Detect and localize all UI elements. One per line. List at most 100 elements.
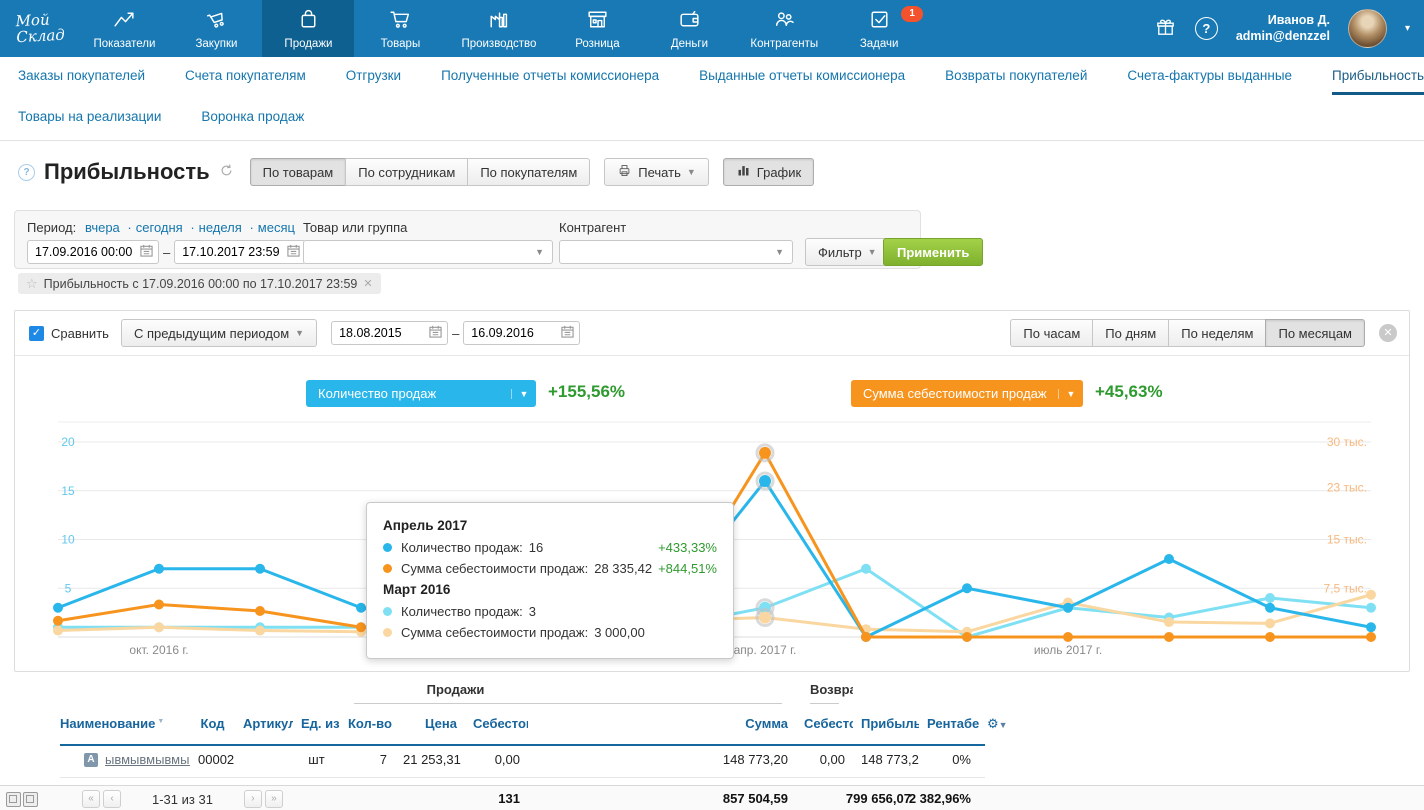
data-point[interactable] [1366, 589, 1376, 600]
compare-mode-dropdown[interactable]: С предыдущим периодом ▼ [120, 319, 318, 347]
col-price[interactable]: Цена [425, 716, 457, 731]
col-article[interactable]: Артикул [243, 716, 293, 731]
subnav-issued-commission-reports[interactable]: Выданные отчеты комиссионера [699, 68, 906, 83]
data-point[interactable] [1063, 632, 1073, 642]
data-point[interactable] [255, 563, 265, 574]
data-point[interactable] [759, 611, 771, 624]
data-point[interactable] [154, 563, 164, 574]
close-compare-icon[interactable]: ✕ [1379, 324, 1397, 342]
subnav-profitability[interactable]: Прибыльность [1332, 68, 1424, 95]
last-page-icon[interactable]: » [264, 790, 283, 808]
data-point[interactable] [1265, 593, 1275, 603]
counterparty-combobox[interactable]: ▼ [559, 240, 793, 264]
prev-page-icon[interactable]: ‹ [103, 790, 121, 808]
col-unit[interactable]: Ед. изм. [301, 716, 340, 731]
data-point[interactable] [1366, 602, 1376, 613]
data-point[interactable] [356, 602, 366, 613]
data-point[interactable] [962, 632, 972, 642]
subnav-sales-funnel[interactable]: Воронка продаж [201, 109, 305, 124]
data-point[interactable] [53, 615, 63, 626]
col-sum[interactable]: Сумма [745, 716, 788, 731]
tab-by-products[interactable]: По товарам [249, 158, 347, 186]
col-return-cost[interactable]: Себестоимость [804, 716, 853, 731]
data-point[interactable] [1063, 602, 1073, 613]
granularity-by-days[interactable]: По дням [1092, 319, 1170, 347]
help-icon[interactable]: ? [1194, 17, 1218, 40]
tab-by-employees[interactable]: По сотрудникам [345, 158, 469, 186]
moysklad-logo[interactable]: Мой Склад [0, 0, 80, 59]
data-point[interactable] [962, 583, 972, 594]
compare-date-from-input[interactable] [337, 325, 430, 341]
saved-filter-chip[interactable]: ☆ Прибыльность с 17.09.2016 00:00 по 17.… [18, 273, 381, 294]
calendar-icon[interactable] [429, 325, 442, 341]
calendar-icon[interactable] [140, 244, 153, 260]
nav-item-tasks[interactable]: Задачи 1 [833, 0, 925, 57]
granularity-by-hours[interactable]: По часам [1010, 319, 1094, 347]
col-code[interactable]: Код [200, 716, 225, 731]
tab-by-customers[interactable]: По покупателям [467, 158, 591, 186]
nav-item-goods[interactable]: Товары [354, 0, 446, 57]
quick-yesterday[interactable]: вчера [85, 220, 120, 235]
col-name[interactable]: Наименование ▼ [60, 716, 165, 731]
nav-item-production[interactable]: Производство [446, 0, 551, 57]
apply-button[interactable]: Применить [883, 238, 984, 266]
data-point[interactable] [759, 475, 771, 487]
nav-item-counterparties[interactable]: Контрагенты [735, 0, 833, 57]
data-point[interactable] [53, 602, 63, 613]
quick-today[interactable]: сегодня [123, 220, 182, 235]
subnav-issued-invoices[interactable]: Счета-фактуры выданные [1127, 68, 1293, 83]
first-page-icon[interactable]: « [82, 790, 100, 808]
col-profit[interactable]: Прибыль [861, 716, 919, 731]
next-page-icon[interactable]: › [243, 790, 262, 808]
quick-month[interactable]: месяц [245, 220, 295, 235]
data-point[interactable] [154, 622, 164, 633]
filter-button[interactable]: Фильтр ▼ [805, 238, 890, 266]
quick-week[interactable]: неделя [186, 220, 241, 235]
nav-item-retail[interactable]: Розница [551, 0, 643, 57]
data-point[interactable] [1366, 632, 1376, 642]
gift-icon[interactable] [1154, 16, 1177, 42]
hint-icon[interactable]: ? [18, 163, 35, 181]
left-series-selector[interactable]: Количество продаж ▼ [306, 380, 536, 407]
data-point[interactable] [759, 446, 771, 459]
subnav-shipments[interactable]: Отгрузки [345, 68, 402, 83]
right-series-selector[interactable]: Сумма себестоимости продаж ▼ [851, 380, 1083, 407]
user-menu-caret-icon[interactable]: ▾ [1404, 23, 1410, 34]
nav-item-sales[interactable]: Продажи [262, 0, 355, 57]
granularity-by-months[interactable]: По месяцам [1265, 319, 1365, 347]
col-qty[interactable]: Кол-во [348, 716, 392, 731]
data-point[interactable] [1265, 632, 1275, 642]
date-from-input[interactable] [33, 244, 140, 260]
calendar-icon[interactable] [287, 244, 300, 260]
product-combobox[interactable]: ▼ [303, 240, 553, 264]
data-point[interactable] [1366, 622, 1376, 633]
data-point[interactable] [255, 625, 265, 636]
nav-item-indicators[interactable]: Показатели [78, 0, 170, 57]
subnav-customer-returns[interactable]: Возвраты покупателей [945, 68, 1088, 83]
date-to-input[interactable] [180, 244, 288, 260]
user-block[interactable]: Иванов Д. admin@denzzel [1236, 13, 1330, 44]
item-name-link[interactable]: ывмывмывмывм [105, 752, 190, 767]
subnav-customer-orders[interactable]: Заказы покупателей [18, 68, 146, 83]
column-settings-gear-icon[interactable]: ⚙▼ [987, 715, 1007, 731]
granularity-by-weeks[interactable]: По неделям [1168, 319, 1267, 347]
chip-close-icon[interactable]: ✕ [363, 278, 373, 290]
nav-item-money[interactable]: Деньги [643, 0, 735, 57]
refresh-icon[interactable] [219, 163, 234, 181]
chart-toggle-button[interactable]: График [722, 158, 815, 186]
compare-checkbox[interactable]: ✓ [29, 325, 44, 341]
data-point[interactable] [53, 625, 63, 636]
avatar[interactable] [1347, 9, 1387, 48]
calendar-icon[interactable] [561, 325, 574, 341]
subnav-customer-invoices[interactable]: Счета покупателям [185, 68, 306, 83]
subnav-goods-on-consignment[interactable]: Товары на реализации [18, 109, 162, 124]
print-button[interactable]: Печать ▼ [604, 158, 709, 186]
expand-icon[interactable] [6, 792, 21, 807]
data-point[interactable] [356, 622, 366, 633]
data-point[interactable] [1164, 554, 1174, 564]
star-icon[interactable]: ☆ [26, 275, 38, 291]
collapse-icon[interactable] [23, 792, 38, 807]
nav-item-purchases[interactable]: Закупки [170, 0, 262, 57]
subnav-received-commission-reports[interactable]: Полученные отчеты комиссионера [441, 68, 660, 83]
data-point[interactable] [861, 563, 871, 574]
